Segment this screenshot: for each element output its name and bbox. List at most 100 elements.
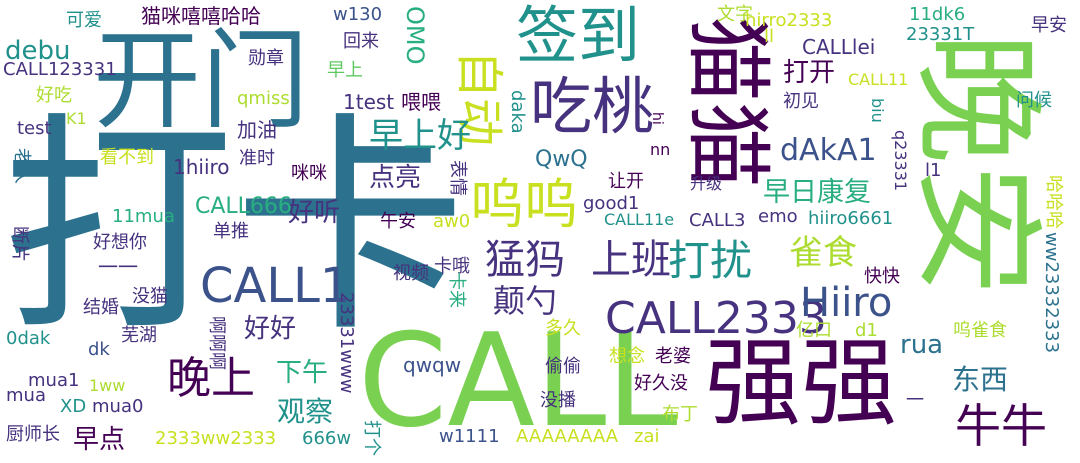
word: 让开 xyxy=(608,171,644,192)
word: 1hiiro xyxy=(173,155,230,179)
word: 强强 xyxy=(705,327,897,439)
word: 666w xyxy=(302,428,352,449)
word: 一 xyxy=(906,390,924,411)
word: 23331T xyxy=(906,24,975,45)
word: 单推 xyxy=(213,221,249,242)
word: 早日康复 xyxy=(763,177,871,208)
word: ww23332333 xyxy=(1041,232,1062,354)
word: 东西 xyxy=(952,363,1009,396)
word: CALL11e xyxy=(604,210,675,229)
word: 午安 xyxy=(380,211,416,232)
word: 喂喂 xyxy=(401,90,441,114)
word: 0dak xyxy=(6,328,51,349)
word: 咪咪 xyxy=(291,163,327,184)
word: dAkA1 xyxy=(780,133,877,168)
word: 好想你 xyxy=(93,232,147,253)
word: CALL2333 xyxy=(605,293,827,344)
word: 结婚 xyxy=(83,297,119,318)
word: 可爱 xyxy=(66,10,102,31)
word: 晚上 xyxy=(167,353,255,404)
word: 勋章 xyxy=(248,48,284,69)
word: 好吃 xyxy=(36,85,72,106)
word: mua0 xyxy=(92,396,144,417)
word: 厨师长 xyxy=(6,424,60,445)
word: 猛犸 xyxy=(485,237,565,283)
word: zai xyxy=(634,426,660,447)
word: debu xyxy=(5,36,71,66)
word: good1 xyxy=(583,193,640,214)
word: CALL11 xyxy=(848,70,909,89)
word: l1 xyxy=(925,160,942,181)
word: w1111 xyxy=(439,426,500,447)
word: d1 xyxy=(855,320,878,341)
word: hiiro6661 xyxy=(808,208,894,229)
word: CALL1 xyxy=(200,258,351,314)
word: w130 xyxy=(333,4,383,25)
word: 啊啊啊 xyxy=(206,316,227,370)
word: 问候 xyxy=(1016,90,1052,111)
word: QwQ xyxy=(535,147,588,172)
word: 早上 xyxy=(327,60,363,81)
word: 吃桃 xyxy=(530,70,655,143)
word: 芜湖 xyxy=(121,325,157,346)
word: 老人 xyxy=(11,148,32,184)
word: 点亮 xyxy=(369,163,422,193)
word: 卡来 xyxy=(446,272,467,308)
word: 2333ww2333 xyxy=(155,428,277,449)
word: 布丁 xyxy=(662,404,698,425)
word: 没播 xyxy=(540,390,576,411)
word: biu xyxy=(868,98,887,123)
word: CALL xyxy=(358,307,678,456)
word: 11dk6 xyxy=(909,4,966,25)
word: qwqw xyxy=(403,353,462,377)
word: K1 xyxy=(66,109,87,128)
word: 多久 xyxy=(545,318,581,339)
word: 1ww xyxy=(89,376,126,395)
word: test xyxy=(17,118,52,139)
word: q23331 xyxy=(891,130,910,192)
word: 亿口 xyxy=(796,320,832,341)
word: 卡哦 xyxy=(434,256,470,277)
word: 呜呜 xyxy=(470,173,578,236)
word: 看不到 xyxy=(100,147,154,168)
word: CALL123331 xyxy=(3,59,117,80)
word: 签到 xyxy=(516,0,641,72)
word: hi xyxy=(649,112,665,125)
word: 牛牛 xyxy=(955,399,1047,453)
word: 想念 xyxy=(609,346,645,367)
word: 早安 xyxy=(1031,15,1067,36)
word: XD xyxy=(60,396,87,417)
word: mua xyxy=(6,385,46,406)
word: 断片 xyxy=(9,226,30,262)
word: 上班 xyxy=(591,237,671,283)
word: 开门 xyxy=(93,19,310,144)
word: emo xyxy=(758,206,798,227)
word: 没猫 xyxy=(132,286,168,307)
word: 加油 xyxy=(237,118,277,142)
word: rua xyxy=(900,330,944,360)
word: 打个 xyxy=(361,420,382,456)
word: 初见 xyxy=(783,91,819,112)
word: 23331www xyxy=(336,292,357,394)
word: hirro2333 xyxy=(745,10,833,31)
word: 好好 xyxy=(244,314,297,344)
word: CALLlei xyxy=(802,35,876,59)
word: 升级 xyxy=(690,174,723,193)
word: 雀食 xyxy=(789,233,857,273)
word: 颠勺 xyxy=(493,282,558,320)
word: 一一 xyxy=(98,255,138,279)
word: 猫咪嘻嘻哈哈 xyxy=(141,4,261,28)
word: nn xyxy=(650,140,671,159)
word: dk xyxy=(88,339,110,360)
word: 打扰 xyxy=(668,236,753,285)
word: Hiiro xyxy=(800,280,893,326)
word: 老婆 xyxy=(655,346,691,367)
word: 哈哈哈 xyxy=(1043,175,1064,229)
word: CALL3 xyxy=(689,210,746,231)
word: ll xyxy=(764,26,775,47)
word: 好久没 xyxy=(634,373,688,394)
word: 猫猫 xyxy=(677,16,777,188)
word: 1test xyxy=(343,90,395,114)
word: AAAAAAAA xyxy=(516,426,619,447)
